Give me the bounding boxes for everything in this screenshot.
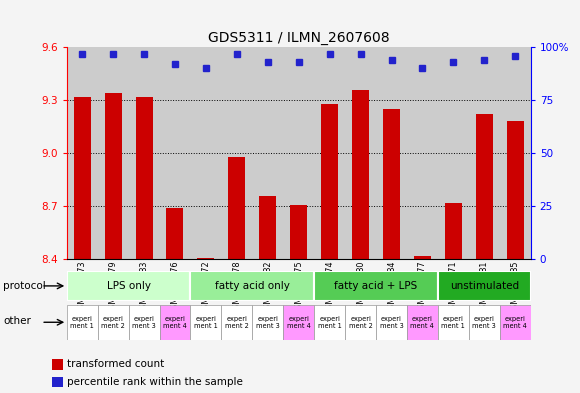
Text: fatty acid only: fatty acid only xyxy=(215,281,290,291)
Text: experi
ment 2: experi ment 2 xyxy=(349,316,372,329)
Bar xyxy=(160,47,190,259)
Bar xyxy=(476,114,493,259)
Bar xyxy=(252,305,283,340)
Bar xyxy=(376,47,407,259)
Text: LPS only: LPS only xyxy=(107,281,151,291)
Text: experi
ment 4: experi ment 4 xyxy=(163,316,187,329)
Text: fatty acid + LPS: fatty acid + LPS xyxy=(335,281,418,291)
Bar xyxy=(222,305,252,340)
Bar xyxy=(252,47,283,259)
Bar xyxy=(129,305,160,340)
Bar xyxy=(97,305,129,340)
Text: experi
ment 3: experi ment 3 xyxy=(380,316,403,329)
Bar xyxy=(438,271,531,301)
Text: experi
ment 1: experi ment 1 xyxy=(441,316,465,329)
Bar xyxy=(500,47,531,259)
Bar xyxy=(283,305,314,340)
Bar xyxy=(314,305,345,340)
Bar xyxy=(345,305,376,340)
Bar xyxy=(97,47,129,259)
Bar xyxy=(383,109,400,259)
Bar xyxy=(507,121,524,259)
Text: protocol: protocol xyxy=(3,281,46,291)
Text: experi
ment 1: experi ment 1 xyxy=(318,316,342,329)
Bar xyxy=(500,305,531,340)
Text: experi
ment 2: experi ment 2 xyxy=(101,316,125,329)
Bar xyxy=(345,47,376,259)
Bar xyxy=(469,47,500,259)
Bar xyxy=(414,256,431,259)
Bar xyxy=(438,305,469,340)
Bar xyxy=(190,305,222,340)
Bar xyxy=(407,47,438,259)
Text: experi
ment 3: experi ment 3 xyxy=(473,316,496,329)
Bar xyxy=(52,359,63,369)
Bar xyxy=(190,271,314,301)
Bar xyxy=(166,208,183,259)
Bar xyxy=(290,204,307,259)
Bar xyxy=(283,47,314,259)
Text: experi
ment 4: experi ment 4 xyxy=(503,316,527,329)
Bar xyxy=(74,97,90,259)
Bar xyxy=(352,90,369,259)
Text: experi
ment 4: experi ment 4 xyxy=(287,316,311,329)
Text: experi
ment 3: experi ment 3 xyxy=(256,316,280,329)
Bar xyxy=(136,97,153,259)
Bar xyxy=(438,47,469,259)
Bar xyxy=(160,305,190,340)
Bar xyxy=(314,271,438,301)
Text: experi
ment 4: experi ment 4 xyxy=(411,316,434,329)
Bar xyxy=(67,271,190,301)
Bar xyxy=(190,47,222,259)
Bar xyxy=(314,47,345,259)
Text: experi
ment 2: experi ment 2 xyxy=(225,316,249,329)
Text: transformed count: transformed count xyxy=(67,359,165,369)
Bar xyxy=(104,93,122,259)
Text: other: other xyxy=(3,316,31,327)
Bar xyxy=(445,203,462,259)
Bar xyxy=(222,47,252,259)
Text: experi
ment 1: experi ment 1 xyxy=(70,316,94,329)
Bar xyxy=(469,305,500,340)
Bar xyxy=(67,47,97,259)
Title: GDS5311 / ILMN_2607608: GDS5311 / ILMN_2607608 xyxy=(208,31,390,45)
Bar xyxy=(321,104,338,259)
Text: experi
ment 3: experi ment 3 xyxy=(132,316,156,329)
Bar xyxy=(407,305,438,340)
Text: percentile rank within the sample: percentile rank within the sample xyxy=(67,377,243,387)
Bar xyxy=(259,196,276,259)
Bar xyxy=(129,47,160,259)
Text: experi
ment 1: experi ment 1 xyxy=(194,316,218,329)
Bar xyxy=(229,157,245,259)
Text: unstimulated: unstimulated xyxy=(450,281,519,291)
Bar xyxy=(52,376,63,387)
Bar xyxy=(67,305,97,340)
Bar xyxy=(197,257,215,259)
Bar xyxy=(376,305,407,340)
